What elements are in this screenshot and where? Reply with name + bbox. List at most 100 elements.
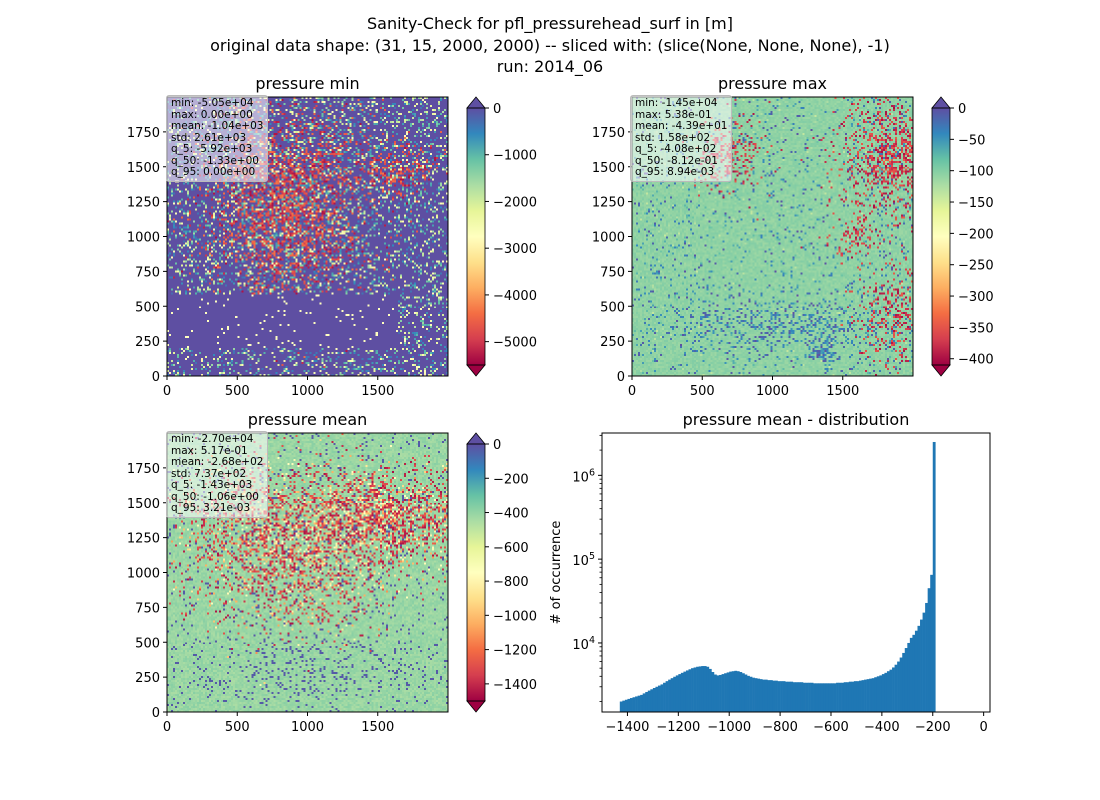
histogram-bar [693, 667, 697, 712]
histogram-bar [703, 666, 707, 712]
histogram-bar [754, 678, 758, 712]
x-tick-label: 1000 [291, 384, 324, 399]
y-tick-label: 1500 [592, 161, 625, 176]
x-tick-label: 500 [225, 384, 250, 399]
histogram-bar [708, 668, 712, 712]
histogram-bar [665, 681, 669, 712]
histogram-bar [731, 671, 735, 712]
histogram-bar [711, 672, 715, 712]
y-tick-label: 1000 [127, 231, 160, 246]
histogram-bar [734, 670, 738, 712]
histogram-bar [678, 674, 682, 712]
histogram-bar [858, 680, 862, 712]
stat-line: q_50: -1.06e+00 [171, 490, 259, 503]
histogram-bar [744, 674, 748, 712]
histogram-bar [657, 685, 661, 712]
histogram-bar [647, 690, 651, 712]
y-tick-label: 105 [572, 551, 595, 569]
y-tick-label: 1750 [127, 126, 160, 141]
histogram-bar [706, 666, 710, 712]
colorbar-tick-label: −1000 [493, 149, 537, 164]
colorbar-tick-label: 0 [493, 102, 501, 117]
y-tick-label: 106 [572, 467, 595, 485]
stat-line: q_50: -1.33e+00 [171, 154, 259, 167]
histogram-bar [848, 681, 852, 712]
stat-line: q_5: -1.43e+03 [171, 479, 253, 491]
x-tick-label: 1000 [291, 720, 324, 735]
histogram-bar [696, 666, 699, 712]
histogram-bar [802, 682, 806, 712]
x-tick-label: −1200 [656, 720, 700, 735]
histogram-bar [930, 574, 934, 712]
histogram-bar [904, 648, 908, 712]
pressure-min-colorbar-extend-max [466, 96, 486, 109]
y-tick-label: 500 [135, 300, 160, 315]
histogram-bar [912, 634, 916, 712]
histogram-bar [851, 681, 855, 712]
colorbar-tick-label: 0 [493, 438, 501, 453]
colorbar-tick-label: −400 [493, 507, 529, 522]
histogram-bar [619, 701, 623, 712]
histogram-bar [787, 681, 791, 712]
histogram-bar [795, 682, 799, 712]
y-tick-label: 1250 [127, 196, 160, 211]
colorbar-tick-label: −200 [493, 472, 529, 487]
colorbar-tick-label: −2000 [493, 195, 537, 210]
histogram-bar [892, 667, 895, 712]
colorbar-tick-label: −300 [958, 290, 994, 305]
histogram-bar [701, 666, 705, 712]
figure-title-line-3: run: 2014_06 [496, 57, 604, 76]
stat-line: q_5: -4.08e+02 [635, 143, 717, 155]
y-tick-label: 750 [600, 265, 625, 280]
colorbar-tick-label: −5000 [493, 336, 537, 351]
histogram-bar [907, 642, 911, 712]
x-tick-label: 500 [225, 720, 250, 735]
histogram-bar [719, 674, 722, 712]
pressure-min-colorbar [467, 108, 485, 365]
histogram-bar [627, 698, 631, 712]
histogram-bar [622, 700, 626, 712]
histogram-bar [739, 672, 743, 712]
colorbar-tick-label: −800 [493, 575, 529, 590]
colorbar-tick-label: −350 [958, 321, 994, 336]
histogram-bar [670, 678, 674, 712]
histogram-bar [792, 682, 796, 712]
figure-title-line-1: Sanity-Check for pfl_pressurehead_surf i… [367, 14, 733, 33]
histogram-bar [922, 612, 926, 712]
stat-line: min: -1.45e+04 [635, 97, 718, 109]
histogram-bar [645, 691, 649, 712]
colorbar-tick-label: −150 [958, 196, 994, 211]
histogram-bar [884, 672, 888, 712]
histogram-bar [769, 680, 773, 712]
y-tick-label: 1250 [127, 532, 160, 547]
histogram-bar [688, 669, 692, 712]
x-tick-label: 0 [163, 720, 171, 735]
pressure-min-colorbar-frame [466, 107, 486, 366]
histogram-bar [866, 679, 870, 712]
pressure-mean-colorbar [467, 444, 485, 701]
histogram-bar [899, 657, 903, 712]
histogram-bar [825, 683, 829, 712]
histogram-bar [889, 669, 893, 712]
histogram-bar [668, 679, 671, 712]
y-tick-label: 0 [617, 370, 625, 385]
stat-line: q_95: 3.21e-03 [171, 502, 251, 514]
colorbar-tick-label: −400 [958, 353, 994, 368]
histogram-bar [790, 681, 794, 712]
colorbar-tick-label: −4000 [493, 289, 537, 304]
x-tick-label: 0 [628, 384, 636, 399]
stats-box-pressure-min: min: -5.05e+04 max: 0.00e+00 mean: -1.04… [166, 95, 269, 182]
histogram-bar [864, 679, 867, 712]
histogram-bar [805, 682, 809, 712]
histogram-bar [797, 682, 801, 712]
histogram-bar [823, 683, 827, 712]
stats-box-pressure-mean: min: -2.70e+04 max: 5.17e-01 mean: -2.68… [166, 431, 269, 518]
histogram-bar [632, 697, 636, 712]
stat-line: std: 1.58e+02 [635, 131, 711, 144]
y-tick-label: 250 [135, 671, 160, 686]
histogram-bar [652, 688, 656, 712]
x-tick-label: 1500 [361, 720, 394, 735]
histogram-bar [909, 637, 913, 712]
y-tick-label: 1750 [592, 126, 625, 141]
histogram-bar [810, 682, 814, 712]
